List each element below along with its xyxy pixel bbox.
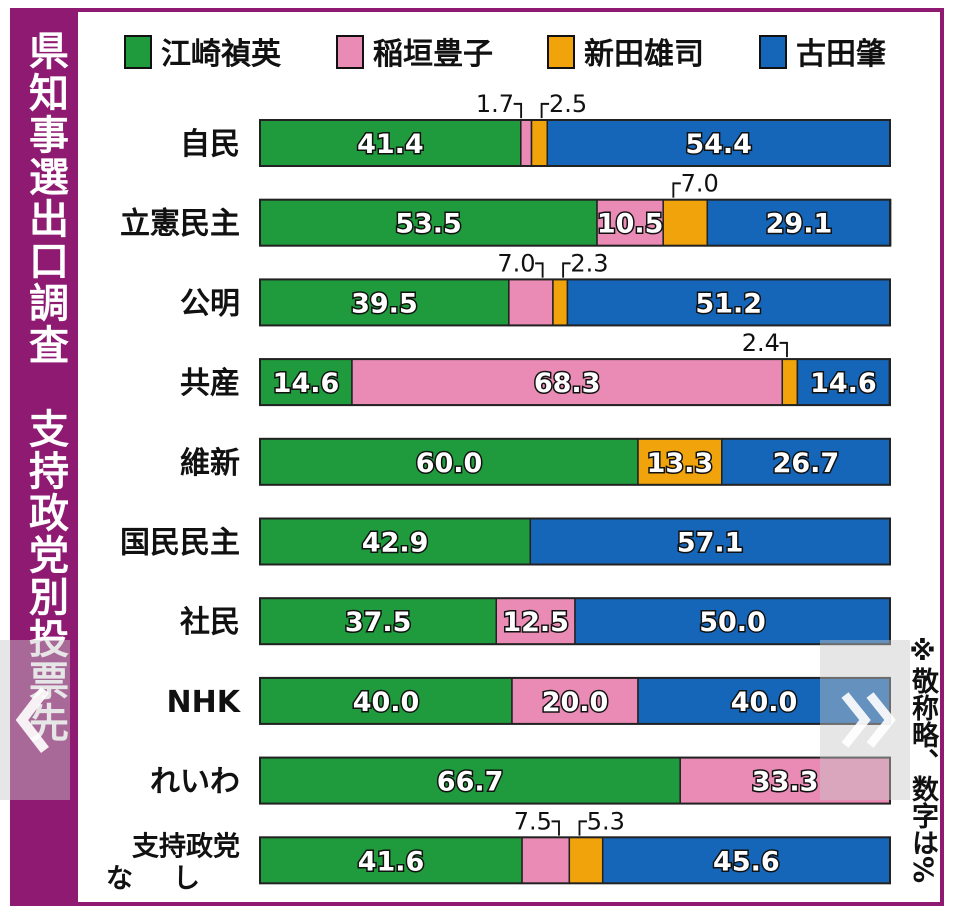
bar-segment bbox=[596, 198, 664, 247]
footnote: ※敬称略、数字は% bbox=[907, 636, 938, 884]
bar-segment bbox=[781, 358, 799, 406]
bar-segment bbox=[552, 278, 569, 327]
bar-segment bbox=[662, 198, 709, 247]
category-label: 自民 bbox=[180, 127, 240, 162]
category-label: 立憲民主 bbox=[120, 207, 240, 242]
bar-segment bbox=[530, 119, 549, 167]
category-label: NHK bbox=[167, 685, 242, 720]
data-label: 53.5 bbox=[395, 209, 462, 240]
title-band: 県知事選出口調査 支持政党別投票先 bbox=[12, 10, 78, 904]
data-label: 12.5 bbox=[502, 607, 569, 638]
legend-label: 稲垣豊子 bbox=[373, 37, 493, 72]
category-label: 支持政党 bbox=[132, 831, 240, 862]
category-label: 国民民主 bbox=[120, 526, 240, 561]
legend-label: 古田肇 bbox=[796, 37, 887, 72]
prev-image-button[interactable] bbox=[0, 640, 70, 800]
chevron-left-icon bbox=[15, 686, 49, 754]
callout-label: 7.5┐ bbox=[514, 807, 567, 836]
callout-label: 2.4┐ bbox=[742, 329, 795, 358]
bar-segment bbox=[508, 278, 554, 327]
data-label: 50.0 bbox=[699, 607, 766, 638]
data-label: 40.0 bbox=[731, 687, 798, 718]
category-label: なし bbox=[106, 863, 240, 894]
data-label: 29.1 bbox=[766, 209, 833, 240]
data-label: 14.6 bbox=[273, 368, 340, 399]
category-label: 社民 bbox=[180, 605, 240, 640]
data-label: 51.2 bbox=[695, 288, 762, 319]
data-label: 40.0 bbox=[353, 687, 420, 718]
data-label: 60.0 bbox=[416, 448, 483, 479]
bar-segment bbox=[529, 517, 891, 566]
callout-label: ┌7.0 bbox=[666, 170, 719, 199]
bar-outline bbox=[259, 597, 891, 646]
category-label: れいわ bbox=[150, 765, 240, 800]
data-label: 13.3 bbox=[647, 448, 714, 479]
category-label: 維新 bbox=[180, 446, 240, 481]
bar-outline bbox=[259, 278, 891, 327]
legend-swatch bbox=[124, 35, 152, 69]
data-label: 45.6 bbox=[713, 846, 780, 877]
data-label: 66.7 bbox=[437, 767, 504, 798]
callout-label: ┌2.3 bbox=[556, 249, 609, 278]
bar-outline bbox=[259, 517, 891, 566]
bar-segment bbox=[566, 278, 891, 327]
data-label: 39.5 bbox=[351, 288, 418, 319]
bar-segment bbox=[521, 836, 571, 885]
data-label: 54.4 bbox=[685, 129, 752, 160]
bar-segment bbox=[574, 597, 891, 645]
data-label: 14.6 bbox=[810, 368, 877, 399]
bar-segment bbox=[568, 836, 604, 885]
legend-swatch bbox=[336, 35, 364, 69]
bar-outline bbox=[259, 836, 891, 885]
callout-label: 7.0┐ bbox=[497, 249, 550, 278]
legend-swatch bbox=[759, 35, 787, 69]
category-label: 共産 bbox=[180, 366, 240, 401]
bar-outline bbox=[259, 676, 891, 725]
bar-outline bbox=[259, 358, 891, 407]
data-label: 10.5 bbox=[597, 209, 664, 240]
legend-label: 新田雄司 bbox=[584, 37, 704, 72]
bar-segment bbox=[546, 119, 891, 167]
callout-label: 1.7┐ bbox=[476, 90, 529, 119]
data-label: 57.1 bbox=[677, 528, 744, 559]
callout-label: ┌5.3 bbox=[572, 807, 625, 836]
category-label: 公明 bbox=[180, 286, 240, 321]
chart-title: 県知事選出口調査 支持政党別投票先 bbox=[22, 30, 68, 744]
legend-swatch bbox=[547, 35, 575, 69]
data-label: 20.0 bbox=[542, 687, 609, 718]
data-label: 26.7 bbox=[773, 448, 840, 479]
data-label: 33.3 bbox=[752, 767, 819, 798]
chevron-right-icon bbox=[841, 692, 896, 748]
data-label: 42.9 bbox=[362, 528, 429, 559]
data-label: 41.6 bbox=[358, 846, 425, 877]
bar-outline bbox=[259, 198, 891, 247]
callout-label: ┌2.5 bbox=[535, 90, 588, 119]
data-label: 37.5 bbox=[345, 607, 412, 638]
bar-outline bbox=[259, 756, 891, 805]
legend-label: 江崎禎英 bbox=[161, 37, 282, 72]
data-label: 68.3 bbox=[534, 368, 601, 399]
bar-outline bbox=[259, 119, 891, 167]
next-image-button[interactable] bbox=[820, 640, 910, 800]
bar-segment bbox=[679, 756, 891, 805]
bar-outline bbox=[259, 437, 891, 486]
bar-segment bbox=[796, 358, 891, 406]
data-label: 41.4 bbox=[357, 129, 424, 160]
bar-segment bbox=[520, 119, 533, 167]
